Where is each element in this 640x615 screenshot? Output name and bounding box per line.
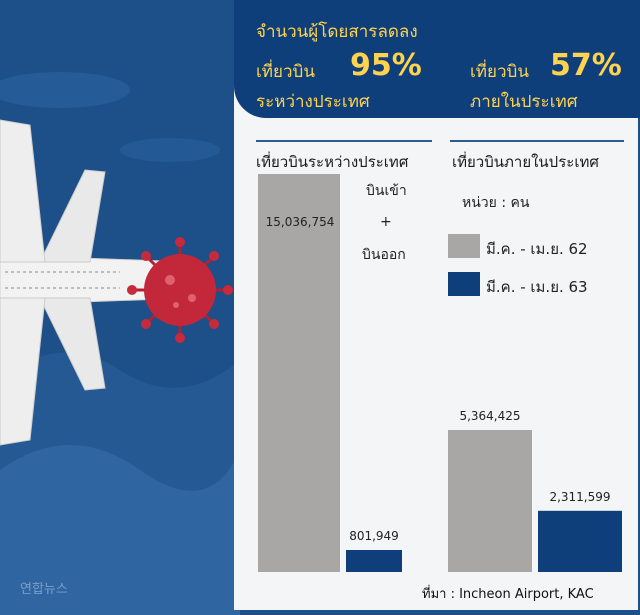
- legend-label-2019: มี.ค. - เม.ย. 62: [486, 240, 588, 258]
- dom-percent: 57%: [550, 48, 622, 83]
- virus-icon: [127, 237, 233, 343]
- bar-dom-2019: [448, 430, 532, 572]
- intl-desc: ระหว่างประเทศ: [256, 92, 370, 112]
- bar-intl-2019: [258, 174, 340, 572]
- intl-column-title: เที่ยวบินระหว่างประเทศ: [256, 153, 409, 171]
- header-title: จำนวนผู้โดยสารลดลง: [256, 22, 418, 42]
- unit-note: หน่วย : คน: [462, 195, 530, 211]
- header-banner: จำนวนผู้โดยสารลดลง เที่ยวบิน 95% ระหว่าง…: [234, 0, 640, 118]
- legend-label-2020: มี.ค. - เม.ย. 63: [486, 278, 588, 296]
- note-inbound: บินเข้า: [366, 183, 407, 199]
- intl-rule: [256, 140, 432, 142]
- bar-intl-2020: [346, 550, 402, 572]
- note-outbound: บินออก: [362, 247, 406, 263]
- bar-dom-2020: [538, 510, 622, 572]
- legend-swatch-2020: [448, 272, 480, 296]
- dom-rule: [450, 140, 624, 142]
- data-label-intl-2019: 15,036,754: [266, 215, 335, 229]
- source-note: ที่มา : Incheon Airport, KAC: [422, 587, 594, 602]
- intl-percent: 95%: [350, 48, 422, 83]
- data-label-intl-2020: 801,949: [349, 529, 399, 543]
- dom-desc: ภายในประเทศ: [470, 92, 578, 112]
- dom-column-title: เที่ยวบินภายในประเทศ: [452, 153, 599, 171]
- data-label-dom-2019: 5,364,425: [459, 409, 520, 423]
- data-label-dom-2020: 2,311,599: [549, 490, 610, 504]
- legend-swatch-2019: [448, 234, 480, 258]
- news-agency-logo: 연합뉴스: [20, 582, 68, 597]
- note-plus: +: [380, 214, 392, 230]
- intl-label: เที่ยวบิน: [256, 62, 315, 82]
- dom-label: เที่ยวบิน: [470, 62, 529, 82]
